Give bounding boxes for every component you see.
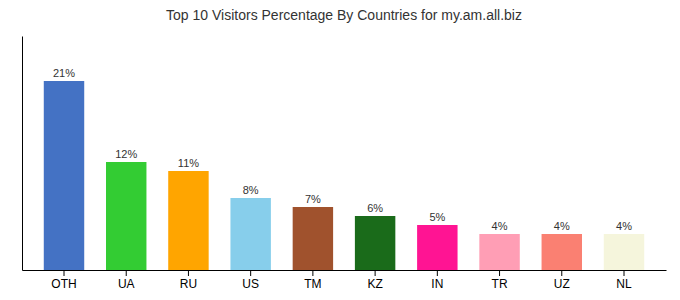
data-label: 21%: [53, 67, 75, 79]
plot: 21% 12% 11% 8% 7% 6% 5% 4% 4% 4% OTH UA RU US TM KZ IN TR…: [23, 37, 667, 291]
data-label: 7%: [305, 193, 321, 205]
x-tick-mark: [312, 270, 313, 276]
x-tick-mark: [624, 270, 625, 276]
x-tick-mark: [499, 270, 500, 276]
x-tick-label: UZ: [554, 277, 570, 291]
x-tick: US: [242, 270, 259, 291]
x-tick: TM: [304, 270, 321, 291]
x-tick-label: IN: [431, 277, 443, 291]
y-axis: [22, 37, 23, 271]
data-label: 11%: [178, 157, 199, 169]
bar: [542, 234, 582, 270]
data-label: 4%: [554, 220, 570, 232]
x-tick: UZ: [554, 270, 570, 291]
title: Top 10 Visitors Percentage By Countries …: [166, 7, 522, 23]
x-axis-line: [23, 270, 667, 271]
data-label: 8%: [243, 184, 259, 196]
x-tick-label: TM: [304, 277, 321, 291]
bar: [44, 81, 84, 270]
bar: [417, 225, 457, 270]
data-labels: 21% 12% 11% 8% 7% 6% 5% 4% 4% 4%: [53, 67, 632, 232]
x-tick: IN: [431, 270, 443, 291]
bar: [168, 171, 208, 270]
y-axis-line: [22, 37, 23, 271]
x-tick-mark: [126, 270, 127, 276]
x-tick-label: US: [242, 277, 259, 291]
x-tick-mark: [437, 270, 438, 276]
x-tick: KZ: [367, 270, 382, 291]
x-tick: NL: [616, 270, 632, 291]
data-label: 5%: [429, 211, 445, 223]
x-tick: RU: [180, 270, 197, 291]
x-tick-mark: [250, 270, 251, 276]
x-tick-label: UA: [118, 277, 135, 291]
data-label: 4%: [492, 220, 508, 232]
x-tick: TR: [492, 270, 508, 291]
bar: [604, 234, 644, 270]
bar: [106, 162, 146, 270]
data-label: 12%: [115, 148, 137, 160]
x-tick-mark: [561, 270, 562, 276]
x-tick-mark: [188, 270, 189, 276]
chart: Top 10 Visitors Percentage By Countries …: [0, 0, 680, 300]
x-tick-label: TR: [492, 277, 508, 291]
x-tick-label: KZ: [367, 277, 382, 291]
x-tick-label: NL: [616, 277, 632, 291]
bar: [355, 216, 395, 270]
x-tick-mark: [64, 270, 65, 276]
x-tick: UA: [118, 270, 135, 291]
x-tick-label: RU: [180, 277, 197, 291]
bar: [230, 198, 270, 270]
bar: [479, 234, 519, 270]
bar: [293, 207, 333, 270]
bars: [44, 81, 644, 270]
data-label: 6%: [367, 202, 383, 214]
data-label: 4%: [616, 220, 632, 232]
x-tick: OTH: [51, 270, 76, 291]
x-axis: OTH UA RU US TM KZ IN TR UZ NL: [23, 270, 667, 291]
x-tick-label: OTH: [51, 277, 76, 291]
x-tick-mark: [375, 270, 376, 276]
